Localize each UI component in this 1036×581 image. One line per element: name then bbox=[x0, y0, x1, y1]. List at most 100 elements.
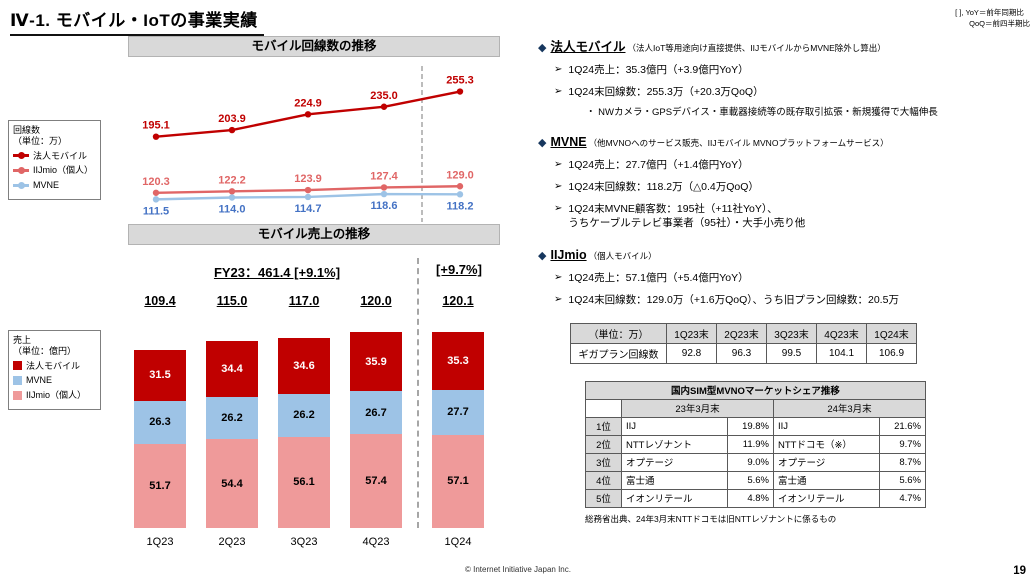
section-heading-note: （法人IoT等用途向け直接提供、IIJモバイルからMVNE除外し算出） bbox=[627, 43, 886, 53]
share-value-24: 5.6% bbox=[879, 470, 926, 490]
bar-segment: 35.9 bbox=[350, 332, 402, 391]
bar-total-label: 117.0 bbox=[288, 294, 320, 308]
legend-item: 法人モバイル bbox=[13, 361, 96, 372]
bar-segment: 26.2 bbox=[278, 393, 330, 437]
legend-unit-label: 回線数 （単位：万） bbox=[13, 125, 68, 146]
data-point bbox=[228, 126, 236, 134]
share-value-24: 21.6% bbox=[879, 416, 926, 436]
share-value-24: 9.7% bbox=[879, 434, 926, 454]
bar-segment: 34.4 bbox=[206, 340, 258, 397]
legend-dot bbox=[18, 167, 25, 175]
share-company-23: 富士通 bbox=[621, 470, 728, 490]
share-company-23: IIJ bbox=[621, 416, 728, 436]
legend-label: MVNE bbox=[26, 375, 53, 386]
section-heading: ◆ 法人モバイル （法人IoT等用途向け直接提供、IIJモバイルからMVNE除外し算… bbox=[538, 36, 1032, 56]
data-point-label: 203.9 bbox=[218, 113, 246, 125]
arrow-bullet-icon: ➢ bbox=[554, 202, 563, 214]
bar-segment: 34.6 bbox=[278, 337, 330, 394]
bar-segment: 26.3 bbox=[134, 400, 186, 444]
copyright: © Internet Initiative Japan Inc. bbox=[465, 565, 571, 574]
share-value-23: 11.9% bbox=[727, 434, 774, 454]
legend-line-marker bbox=[13, 182, 29, 190]
giga-header-row: （単位：万） 1Q23末 2Q23末 3Q23末 4Q23末 1Q24末 bbox=[570, 322, 917, 344]
share-company-24: NTTドコモ（※） bbox=[773, 434, 880, 454]
giga-header-cell: 2Q23末 bbox=[716, 322, 767, 344]
share-company-24: 富士通 bbox=[773, 470, 880, 490]
bullet-text: 1Q24売上：57.1億円（+5.4億円YoY） bbox=[568, 272, 749, 285]
giga-value-cell: 99.5 bbox=[766, 342, 817, 364]
giga-header-cell: 3Q23末 bbox=[766, 322, 817, 344]
legend-line-marker bbox=[13, 152, 29, 160]
page-number: 19 bbox=[1013, 565, 1026, 577]
legend-label: IIJmio（個人） bbox=[26, 390, 87, 401]
bullet-item: ➢ 1Q24売上：57.1億円（+5.4億円YoY） bbox=[554, 271, 1032, 286]
section-heading: ◆ IIJmio （個人モバイル） bbox=[538, 246, 1032, 264]
share-company-23: オプテージ bbox=[621, 452, 728, 472]
share-row: 3位 オプテージ 9.0% オプテージ 8.7% bbox=[585, 452, 926, 472]
bar-total-label: 120.0 bbox=[360, 294, 392, 308]
legend-item: MVNE bbox=[13, 180, 96, 191]
bar-chart-legend: 売上 （単位：億円） 法人モバイル MVNE IIJmio（個人） bbox=[8, 330, 101, 410]
giga-header-cell: 1Q24末 bbox=[866, 322, 917, 344]
share-table-title: 国内SIM型MVNOマーケットシェア推移 bbox=[585, 380, 926, 400]
giga-value-cell: 96.3 bbox=[716, 342, 767, 364]
details-column: ◆ 法人モバイル （法人IoT等用途向け直接提供、IIJモバイルからMVNE除外し算… bbox=[538, 36, 1032, 525]
business-sections: ◆ 法人モバイル （法人IoT等用途向け直接提供、IIJモバイルからMVNE除外し算… bbox=[538, 36, 1032, 308]
bar-axis-label: 4Q23 bbox=[362, 536, 390, 548]
data-point-label: 127.4 bbox=[370, 170, 398, 182]
arrow-bullet-icon: ➢ bbox=[554, 272, 563, 284]
bar-stack: 35.3 27.7 57.1 bbox=[432, 318, 484, 528]
share-rank-cell: 5位 bbox=[585, 488, 622, 508]
bar-axis-label: 1Q23 bbox=[146, 536, 174, 548]
bullet-item: ➢ 1Q24末回線数：255.3万（+20.3万QoQ） bbox=[554, 85, 1032, 100]
share-value-24: 8.7% bbox=[879, 452, 926, 472]
bar-segment: 26.7 bbox=[350, 390, 402, 435]
section-heading-text: IIJmio bbox=[550, 248, 587, 263]
gigaplan-table: （単位：万） 1Q23末 2Q23末 3Q23末 4Q23末 1Q24末 ギガプラン回線数 9… bbox=[570, 322, 917, 364]
share-period-header: 24年3月末 bbox=[773, 398, 926, 418]
share-row: 4位 富士通 5.6% 富士通 5.6% bbox=[585, 470, 926, 490]
bar-total-label: 109.4 bbox=[144, 294, 176, 308]
bar-segment: 26.2 bbox=[206, 396, 258, 440]
mvno-share-table: 国内SIM型MVNOマーケットシェア推移 23年3月末 24年3月末 1位 IIJ 19.… bbox=[585, 380, 926, 508]
data-point-label: 114.7 bbox=[295, 203, 322, 215]
giga-header-cell: 1Q23末 bbox=[666, 322, 717, 344]
bar-axis-label: 2Q23 bbox=[218, 536, 246, 548]
legend-square bbox=[13, 361, 22, 371]
section-heading: ◆ MVNE （他MVNOへのサービス販売、IIJモバイル MVNOプラットフォーム… bbox=[538, 133, 1032, 151]
bullet-text: 1Q24末回線数：129.0万（+1.6万QoQ）、うち旧プラン回線数：20.5… bbox=[568, 293, 899, 306]
fy23-total-label: FY23：461.4 [+9.1%] bbox=[213, 265, 341, 280]
section-heading-note: （個人モバイル） bbox=[588, 251, 657, 262]
legend-square bbox=[13, 376, 22, 386]
section-heading-text: 法人モバイル bbox=[550, 40, 626, 54]
bullet-item: ➢ 1Q24末回線数：129.0万（+1.6万QoQ）、うち旧プラン回線数：20.… bbox=[554, 293, 1032, 308]
share-company-24: イオンリテール bbox=[773, 488, 880, 508]
bar-stack: 34.6 26.2 56.1 bbox=[278, 318, 330, 528]
data-point-label: 123.9 bbox=[294, 173, 322, 185]
legend-label: IIJmio（個人） bbox=[33, 165, 94, 176]
bar-segment: 57.4 bbox=[350, 434, 402, 528]
data-point-label: 129.0 bbox=[446, 169, 474, 181]
bar-segment: 27.7 bbox=[432, 389, 484, 435]
section-heading-text: MVNE bbox=[550, 135, 587, 150]
giga-value-cell: 104.1 bbox=[816, 342, 867, 364]
section: ◆ 法人モバイル （法人IoT等用途向け直接提供、IIJモバイルからMVNE除外し算… bbox=[538, 36, 1032, 118]
share-value-24: 4.7% bbox=[879, 488, 926, 508]
share-value-23: 19.8% bbox=[727, 416, 774, 436]
page-title: Ⅳ-1. モバイル・IoTの事業実績 bbox=[10, 6, 264, 36]
share-period-header: 23年3月末 bbox=[621, 398, 774, 418]
data-point bbox=[380, 184, 388, 191]
diamond-icon: ◆ bbox=[538, 42, 547, 54]
share-rank-cell: 4位 bbox=[585, 470, 622, 490]
data-point-label: 111.5 bbox=[143, 205, 169, 217]
bullet-item: ➢ 1Q24売上：27.7億円（+1.4億円YoY） bbox=[554, 158, 1032, 173]
legend-item: IIJmio（個人） bbox=[13, 165, 96, 176]
data-point bbox=[152, 133, 160, 140]
legend-dot bbox=[18, 182, 25, 190]
legend-dot bbox=[18, 152, 25, 160]
subscription-line-chart: 195.1 203.9 224.9 235.0 255.3 120.3 122.2 123.9… bbox=[142, 66, 474, 222]
giga-value-row: ギガプラン回線数 92.8 96.3 99.5 104.1 106.9 bbox=[570, 342, 917, 364]
sub-bullet-text: ・ NWカメラ・GPSデバイス・車載器接続等の既存取引拡張・新規獲得で大幅伸長 bbox=[586, 107, 938, 119]
share-corner-cell bbox=[585, 398, 622, 418]
share-title-row: 国内SIM型MVNOマーケットシェア推移 bbox=[585, 380, 926, 400]
